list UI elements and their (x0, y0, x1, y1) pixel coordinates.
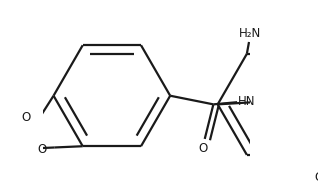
Text: H₂N: H₂N (239, 27, 261, 40)
Text: HN: HN (238, 95, 256, 108)
Text: Cl: Cl (315, 171, 318, 184)
Text: O: O (198, 142, 207, 155)
Text: O: O (38, 143, 47, 156)
Text: O: O (22, 112, 31, 125)
